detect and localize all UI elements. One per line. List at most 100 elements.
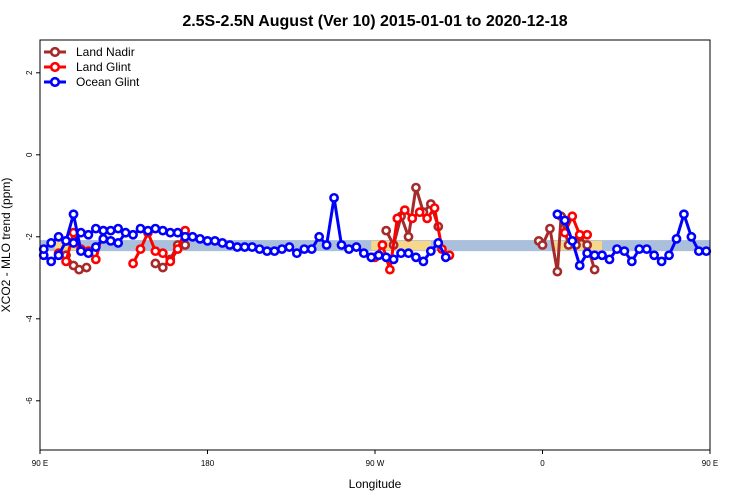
land-nadir-point (150, 258, 161, 269)
ocean-glint-point (641, 244, 652, 254)
ocean-glint-point (388, 254, 399, 265)
y-tick-label-2: -2 (25, 233, 34, 241)
ocean-glint-point (306, 244, 317, 254)
ocean-glint-point (76, 246, 86, 257)
ocean-glint-point (574, 260, 585, 271)
land-nadir-point (180, 240, 191, 250)
ocean-glint-point (552, 209, 563, 220)
ocean-glint-point (403, 248, 414, 259)
ocean-glint-point (381, 252, 392, 263)
ocean-glint-point (46, 256, 57, 267)
ocean-glint-point (425, 246, 436, 257)
ocean-glint-point (195, 233, 205, 244)
land-nadir-point (74, 264, 84, 275)
ocean-glint-point (113, 238, 124, 248)
ocean-glint-point (634, 244, 645, 254)
land-glint-point (377, 240, 388, 250)
land-glint-point (128, 258, 138, 269)
land-glint-point (384, 264, 395, 275)
ocean-glint-point (582, 248, 593, 259)
ocean-glint-point (113, 223, 124, 234)
y-tick-label-4: -6 (25, 397, 34, 405)
ocean-glint-point (90, 242, 101, 252)
ocean-glint-point (299, 244, 310, 254)
y-axis-title: XCO2 - MLO trend (ppm) (0, 178, 13, 313)
ocean-glint-point (321, 240, 332, 250)
ocean-glint-point (254, 244, 265, 254)
ocean-glint-point (701, 246, 712, 257)
ocean-glint-point (76, 227, 86, 238)
land-nadir-point (545, 223, 555, 234)
ocean-glint-point (358, 248, 369, 259)
land-glint-point (399, 205, 410, 216)
ocean-glint-point (626, 256, 637, 267)
ocean-glint-point (418, 256, 429, 267)
legend-marker-land-glint (49, 61, 61, 73)
ocean-glint-point (217, 238, 228, 248)
land-glint-point (172, 244, 183, 254)
ocean-glint-point (284, 242, 295, 252)
ocean-glint-point (597, 250, 607, 261)
land-glint-point (422, 213, 433, 224)
ocean-glint-point (336, 240, 347, 250)
land-glint-point (90, 254, 101, 265)
ocean-glint-point (649, 250, 660, 261)
ocean-glint-point (262, 246, 272, 257)
ocean-glint-point (210, 235, 220, 246)
ocean-glint-point (180, 231, 191, 242)
legend-label-ocean-glint: Ocean Glint (76, 75, 140, 89)
ocean-glint-point (53, 231, 64, 242)
land-glint-point (157, 248, 168, 259)
x-tick-label-4: 90 E (702, 459, 718, 468)
ocean-glint-point (232, 242, 243, 252)
ocean-glint-point (105, 225, 116, 236)
ocean-glint-point (440, 252, 451, 263)
ocean-glint-point (157, 225, 168, 236)
legend-marker-ocean-glint (49, 76, 61, 88)
land-glint-segment-2 (559, 211, 593, 240)
ocean-glint-point (239, 242, 250, 252)
x-tick-label-3: 0 (540, 459, 545, 468)
ocean-glint-point (693, 246, 704, 257)
ocean-glint-point (291, 248, 302, 259)
ocean-glint-point (68, 238, 79, 248)
ocean-glint-point (202, 235, 213, 246)
chart-title: 2.5S-2.5N August (Ver 10) 2015-01-01 to … (182, 13, 567, 30)
land-glint-point (429, 203, 440, 213)
ocean-glint-point (411, 252, 421, 263)
ocean-glint-segment-0 (38, 192, 451, 267)
land-nadir-point (381, 225, 392, 236)
ocean-glint-point (433, 238, 444, 248)
ocean-glint-point (247, 242, 258, 252)
x-axis: 90 E 180 90 W 0 90 E (32, 450, 718, 468)
y-tick-label-0: 2 (25, 70, 34, 75)
land-nadir-point (582, 240, 593, 250)
ocean-glint-point (656, 256, 667, 267)
land-nadir-point (411, 182, 421, 193)
land-glint-point (414, 207, 425, 218)
land-glint-point (165, 256, 176, 267)
ocean-glint-point (187, 231, 198, 242)
ocean-glint-point (314, 231, 325, 242)
ocean-glint-point (277, 244, 287, 254)
land-band-1 (371, 240, 431, 251)
x-tick-label-0: 90 E (32, 459, 48, 468)
land-nadir-point (403, 231, 414, 242)
land-nadir-point (537, 240, 548, 250)
legend-label-land-nadir: Land Nadir (76, 45, 135, 59)
ocean-glint-point (351, 242, 362, 252)
ocean-glint-point (83, 229, 94, 240)
y-tick-label-3: -4 (25, 315, 34, 323)
ocean-glint-point (61, 235, 71, 246)
ocean-glint-point (329, 192, 339, 203)
ocean-glint-point (373, 250, 384, 261)
land-glint-point (582, 229, 593, 240)
ocean-glint-point (396, 248, 406, 259)
ocean-glint-point (679, 209, 689, 220)
ocean-glint-point (38, 244, 49, 254)
land-nadir-point (552, 266, 563, 277)
ocean-glint-point (664, 250, 674, 261)
ocean-glint-point (68, 209, 79, 220)
ocean-glint-point (83, 248, 94, 259)
